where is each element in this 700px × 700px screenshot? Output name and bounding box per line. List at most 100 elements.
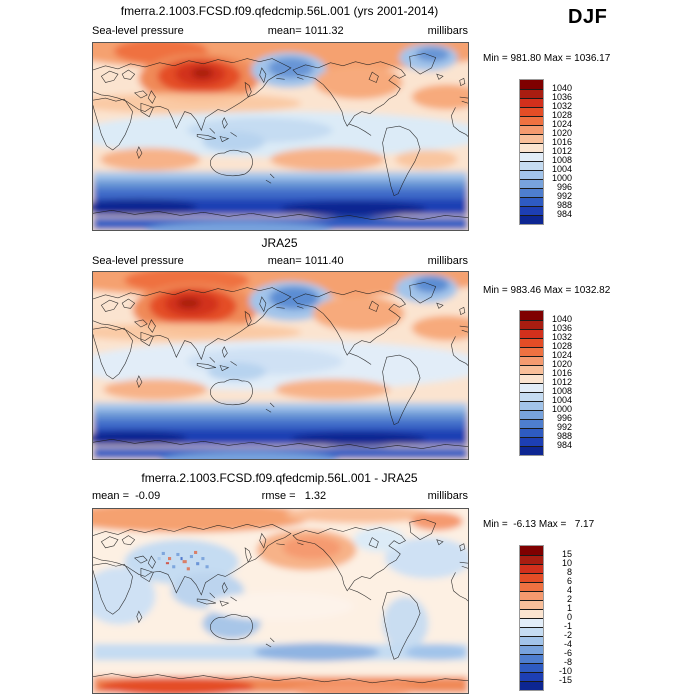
colorbar-swatch	[520, 419, 543, 428]
colorbar-tick-label: 1008	[551, 385, 572, 396]
colorbar-tick-label: 1016	[551, 136, 572, 147]
colorbar-swatch	[520, 582, 543, 591]
colorbar-tick-label: 1028	[551, 340, 572, 351]
colorbar-swatch	[520, 654, 543, 663]
colorbar-tick-label: 1000	[551, 172, 572, 183]
obs-colorbar-labels: 1040 1036 1032 1028 1024 1020 1016 1012 1008 1004…	[545, 313, 572, 450]
colorbar-tick-label: 15	[561, 548, 572, 559]
colorbar-swatch	[520, 89, 543, 98]
colorbar-swatch	[520, 401, 543, 410]
colorbar-swatch	[520, 392, 543, 401]
model-mean-value: mean= 1011.32	[267, 25, 344, 37]
colorbar-swatch	[520, 116, 543, 125]
model-colorbar	[519, 79, 544, 225]
colorbar-swatch	[520, 564, 543, 573]
colorbar-tick-label: 1040	[551, 82, 572, 93]
colorbar-tick-label: 1036	[551, 322, 572, 333]
colorbar-tick-label: 996	[556, 181, 572, 192]
obs-variable-label: Sea-level pressure	[92, 255, 184, 267]
colorbar-tick-label: -6	[563, 647, 572, 658]
colorbar-swatch	[520, 591, 543, 600]
colorbar-tick-label: -1	[563, 620, 572, 631]
colorbar-swatch	[520, 365, 543, 374]
obs-map-svg	[93, 272, 468, 459]
colorbar-tick-label: 1020	[551, 358, 572, 369]
colorbar-swatch	[520, 98, 543, 107]
colorbar-tick-label: 1032	[551, 100, 572, 111]
colorbar-swatch	[520, 636, 543, 645]
colorbar-tick-label: 6	[566, 575, 572, 586]
colorbar-swatch	[520, 188, 543, 197]
colorbar-tick-label: 1016	[551, 367, 572, 378]
colorbar-swatch	[520, 627, 543, 636]
colorbar-tick-label: 1032	[551, 331, 572, 342]
diff-colorbar	[519, 545, 544, 691]
colorbar-swatch	[520, 410, 543, 419]
obs-mean-value: mean= 1011.40	[267, 255, 344, 267]
colorbar-swatch	[520, 107, 543, 116]
obs-field	[93, 272, 468, 459]
colorbar-tick-label: -4	[563, 638, 572, 649]
colorbar-tick-label: 1	[566, 602, 572, 613]
colorbar-swatch	[520, 600, 543, 609]
obs-units-label: millibars	[427, 255, 468, 267]
colorbar-swatch	[520, 663, 543, 672]
colorbar-tick-label: 8	[566, 566, 572, 577]
colorbar-tick-label: 2	[566, 593, 572, 604]
colorbar-tick-label: 1004	[551, 163, 572, 174]
colorbar-tick-label: 10	[561, 557, 572, 568]
colorbar-tick-label: 1020	[551, 127, 572, 138]
obs-header-row: Sea-level pressure mean= 1011.40 milliba…	[92, 255, 468, 267]
colorbar-tick-label: -10	[558, 665, 572, 676]
colorbar-tick-label: 992	[556, 421, 572, 432]
colorbar-tick-label: 992	[556, 190, 572, 201]
obs-map	[92, 271, 469, 460]
colorbar-swatch	[520, 347, 543, 356]
diff-header-row: mean = -0.09 rmse = 1.32 millibars	[92, 490, 468, 502]
colorbar-swatch	[520, 197, 543, 206]
colorbar-swatch	[520, 311, 543, 320]
colorbar-swatch	[520, 143, 543, 152]
colorbar-swatch	[520, 329, 543, 338]
colorbar-tick-label: 1012	[551, 376, 572, 387]
model-header-row: Sea-level pressure mean= 1011.32 milliba…	[92, 25, 468, 37]
colorbar-tick-label: 1036	[551, 91, 572, 102]
model-minmax-label: Min = 981.80 Max = 1036.17	[483, 53, 611, 64]
colorbar-swatch	[520, 428, 543, 437]
colorbar-tick-label: 984	[556, 439, 572, 450]
colorbar-tick-label: 1028	[551, 109, 572, 120]
obs-minmax-label: Min = 983.46 Max = 1032.82	[483, 285, 611, 296]
colorbar-swatch	[520, 80, 543, 89]
colorbar-tick-label: -2	[563, 629, 572, 640]
model-map-svg	[93, 43, 468, 230]
model-panel-title: fmerra.2.1003.FCSD.f09.qfedcmip.56L.001 …	[120, 4, 439, 18]
colorbar-tick-label: 984	[556, 208, 572, 219]
colorbar-swatch	[520, 206, 543, 215]
colorbar-tick-label: 1024	[551, 349, 572, 360]
model-map	[92, 42, 469, 231]
colorbar-swatch	[520, 546, 543, 555]
difference-noise-speckles	[157, 550, 209, 571]
model-field	[93, 43, 468, 230]
colorbar-tick-label: 0	[566, 611, 572, 622]
colorbar-tick-label: 1040	[551, 313, 572, 324]
obs-colorbar	[519, 310, 544, 456]
colorbar-swatch	[520, 125, 543, 134]
colorbar-tick-label: 996	[556, 412, 572, 423]
colorbar-swatch	[520, 152, 543, 161]
colorbar-tick-label: 988	[556, 430, 572, 441]
difference-map-svg	[93, 509, 468, 693]
colorbar-swatch	[520, 179, 543, 188]
colorbar-swatch	[520, 383, 543, 392]
colorbar-swatch	[520, 356, 543, 365]
colorbar-swatch	[520, 446, 543, 455]
colorbar-swatch	[520, 338, 543, 347]
diff-mean-value: mean = -0.09	[92, 490, 161, 502]
colorbar-tick-label: 1024	[551, 118, 572, 129]
season-label: DJF	[568, 6, 608, 28]
colorbar-swatch	[520, 161, 543, 170]
colorbar-swatch	[520, 437, 543, 446]
diff-minmax-label: Min = -6.13 Max = 7.17	[483, 519, 595, 530]
colorbar-tick-label: 988	[556, 199, 572, 210]
